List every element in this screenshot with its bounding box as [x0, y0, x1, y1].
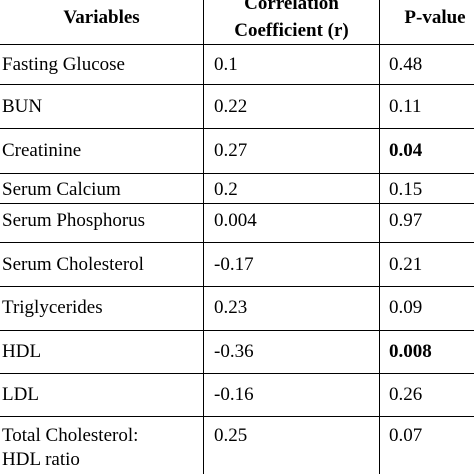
p-value: 0.09 [389, 297, 423, 318]
variable-name: Total Cholesterol: [2, 425, 139, 446]
header-correlation-line2: Coefficient (r) [234, 20, 349, 41]
variable-name: Serum Calcium [2, 179, 121, 200]
p-value-significant: 0.04 [389, 140, 423, 161]
row-divider [0, 128, 474, 129]
p-value: 0.07 [389, 425, 423, 446]
variable-name: Creatinine [2, 140, 82, 161]
column-divider [379, 0, 380, 474]
variable-name: Serum Cholesterol [2, 254, 144, 275]
p-value-significant: 0.008 [389, 341, 432, 362]
header-divider [0, 44, 474, 45]
p-value: 0.11 [389, 96, 422, 117]
variable-name: BUN [2, 96, 43, 117]
correlation-value: -0.36 [214, 341, 254, 362]
header-pvalue: P-value [404, 7, 466, 28]
correlation-value: 0.23 [214, 297, 248, 318]
variable-name: Triglycerides [2, 297, 103, 318]
variable-name: Serum Phosphorus [2, 210, 146, 231]
row-divider [0, 242, 474, 243]
p-value: 0.21 [389, 254, 423, 275]
p-value: 0.48 [389, 54, 423, 75]
correlation-value: -0.17 [214, 254, 254, 275]
row-divider [0, 173, 474, 174]
correlation-value: 0.25 [214, 425, 248, 446]
p-value: 0.97 [389, 210, 423, 231]
correlation-value: 0.2 [214, 179, 238, 200]
correlation-value: 0.27 [214, 140, 248, 161]
header-variables: Variables [63, 7, 140, 28]
variable-name: HDL [2, 341, 42, 362]
variable-name: Fasting Glucose [2, 54, 125, 75]
p-value: 0.26 [389, 384, 423, 405]
row-divider [0, 84, 474, 85]
row-divider [0, 373, 474, 374]
row-divider [0, 330, 474, 331]
column-divider [203, 0, 204, 474]
variable-name-line2: HDL ratio [2, 449, 80, 470]
p-value: 0.15 [389, 179, 423, 200]
row-divider [0, 203, 474, 204]
row-divider [0, 286, 474, 287]
correlation-value: -0.16 [214, 384, 254, 405]
correlation-value: 0.004 [214, 210, 257, 231]
correlation-value: 0.22 [214, 96, 248, 117]
header-correlation-line1: Correlation [244, 0, 339, 14]
row-divider [0, 416, 474, 417]
correlation-value: 0.1 [214, 54, 238, 75]
variable-name: LDL [2, 384, 39, 405]
